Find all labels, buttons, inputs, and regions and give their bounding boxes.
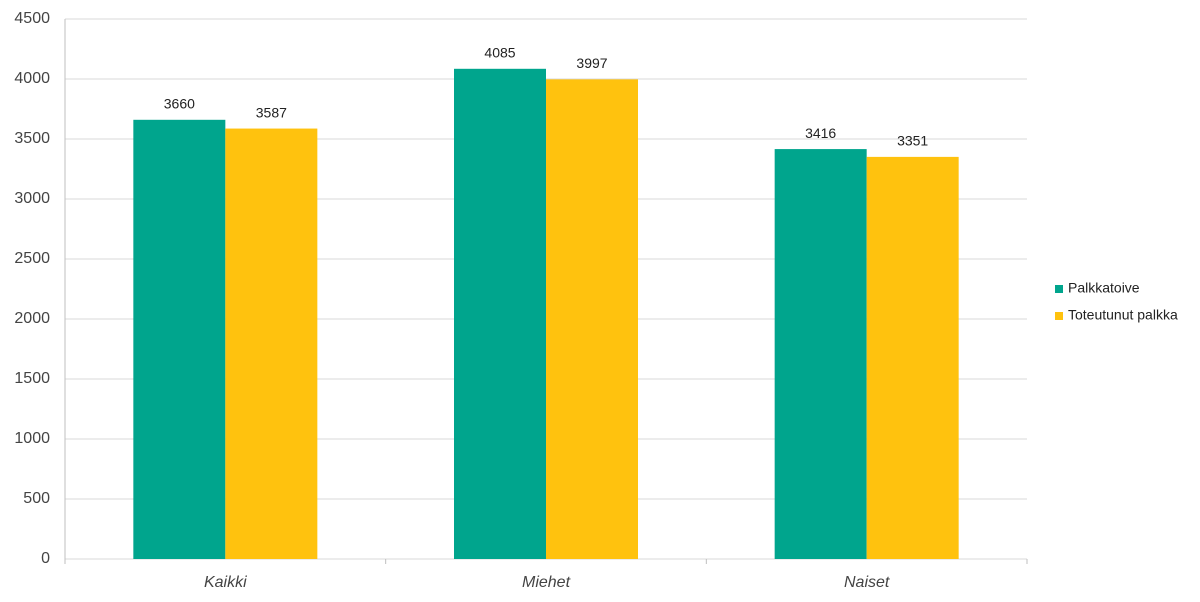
x-tick-label: Kaikki xyxy=(204,574,247,591)
bar xyxy=(225,128,318,559)
bar xyxy=(546,79,638,560)
y-tick-label: 4000 xyxy=(14,70,50,87)
data-label: 3416 xyxy=(805,125,836,141)
legend-label: Toteutunut palkka xyxy=(1068,307,1178,323)
y-tick-label: 0 xyxy=(41,550,50,567)
data-label: 3351 xyxy=(897,133,928,149)
x-tick-label: Naiset xyxy=(844,574,890,591)
y-tick-label: 500 xyxy=(23,490,50,507)
data-label: 3587 xyxy=(256,104,287,120)
bar xyxy=(133,119,226,560)
x-tick-label: Miehet xyxy=(522,574,571,591)
legend-label: Palkkatoive xyxy=(1068,280,1140,296)
data-label: 3997 xyxy=(576,55,607,71)
y-tick-label: 4500 xyxy=(14,10,50,27)
y-tick-label: 3500 xyxy=(14,130,50,147)
y-tick-label: 2000 xyxy=(14,310,50,327)
data-label: 4085 xyxy=(484,45,515,61)
bar xyxy=(774,149,867,559)
data-label: 3660 xyxy=(164,96,195,112)
legend-swatch xyxy=(1055,285,1063,293)
y-tick-label: 3000 xyxy=(14,190,50,207)
bar xyxy=(454,68,546,560)
y-tick-label: 1500 xyxy=(14,370,50,387)
y-tick-label: 2500 xyxy=(14,250,50,267)
bar xyxy=(866,156,959,559)
legend-swatch xyxy=(1055,312,1063,320)
y-tick-label: 1000 xyxy=(14,430,50,447)
